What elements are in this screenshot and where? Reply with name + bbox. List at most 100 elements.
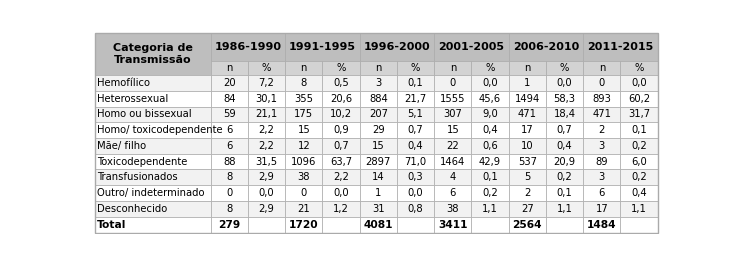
Bar (397, 201, 435, 217)
Text: 38: 38 (297, 172, 310, 182)
Text: 15: 15 (372, 141, 385, 151)
Text: 2564: 2564 (512, 220, 542, 230)
Bar (211, 169, 248, 185)
Bar (360, 169, 397, 185)
Text: n: n (226, 63, 233, 73)
Bar (435, 217, 471, 233)
Bar (211, 154, 248, 169)
Text: 2,2: 2,2 (333, 172, 349, 182)
Bar (546, 107, 584, 122)
Bar (95, 217, 211, 233)
Text: 31,7: 31,7 (628, 109, 650, 119)
Bar (211, 61, 248, 75)
Bar (248, 138, 286, 154)
Text: 0,3: 0,3 (408, 172, 424, 182)
Bar (95, 169, 211, 185)
Text: 8: 8 (226, 172, 233, 182)
Text: n: n (450, 63, 456, 73)
Bar (248, 154, 286, 169)
Text: 4: 4 (450, 172, 456, 182)
Bar (211, 122, 248, 138)
Text: 0,0: 0,0 (482, 78, 498, 88)
Text: 29: 29 (372, 125, 385, 135)
Bar (435, 107, 471, 122)
Bar (546, 75, 584, 91)
Text: Homo ou bissexual: Homo ou bissexual (97, 109, 192, 119)
Text: 307: 307 (443, 109, 462, 119)
Bar (95, 33, 211, 75)
Text: 6,0: 6,0 (631, 156, 647, 166)
Bar (546, 201, 584, 217)
Bar (286, 185, 322, 201)
Text: 10,2: 10,2 (330, 109, 352, 119)
Text: Categoria de
Transmissão: Categoria de Transmissão (113, 43, 192, 65)
Bar (509, 91, 546, 107)
Bar (95, 107, 211, 122)
Text: 8: 8 (301, 78, 307, 88)
Text: 30,1: 30,1 (255, 94, 277, 104)
Text: 45,6: 45,6 (479, 94, 501, 104)
Text: 0,1: 0,1 (482, 172, 498, 182)
Bar (435, 122, 471, 138)
Bar (95, 154, 211, 169)
Bar (322, 138, 360, 154)
Text: 1,1: 1,1 (556, 204, 573, 214)
Bar (584, 122, 620, 138)
Bar (435, 138, 471, 154)
Text: 7,2: 7,2 (258, 78, 275, 88)
Text: n: n (301, 63, 307, 73)
Text: 38: 38 (446, 204, 459, 214)
Text: 4081: 4081 (363, 220, 393, 230)
Bar (95, 201, 211, 217)
Text: 893: 893 (592, 94, 611, 104)
Text: 12: 12 (297, 141, 310, 151)
Text: Total: Total (97, 220, 126, 230)
Bar (211, 217, 248, 233)
Bar (248, 169, 286, 185)
Bar (620, 169, 658, 185)
Text: 15: 15 (297, 125, 310, 135)
Text: 5,1: 5,1 (407, 109, 424, 119)
Text: 1: 1 (375, 188, 382, 198)
Text: 42,9: 42,9 (479, 156, 501, 166)
Bar (435, 154, 471, 169)
Text: 60,2: 60,2 (628, 94, 650, 104)
Text: %: % (262, 63, 272, 73)
Text: 0: 0 (450, 78, 456, 88)
Text: 0,0: 0,0 (333, 188, 349, 198)
Text: 31: 31 (372, 204, 385, 214)
Bar (471, 201, 509, 217)
Bar (584, 138, 620, 154)
Bar (360, 107, 397, 122)
Text: 2,9: 2,9 (258, 172, 275, 182)
Bar (584, 75, 620, 91)
Text: 537: 537 (518, 156, 537, 166)
Text: %: % (411, 63, 421, 73)
Bar (95, 75, 211, 91)
Bar (584, 185, 620, 201)
Bar (509, 185, 546, 201)
Text: 1555: 1555 (440, 94, 465, 104)
Text: 1464: 1464 (440, 156, 465, 166)
Bar (211, 201, 248, 217)
Bar (435, 169, 471, 185)
Text: 471: 471 (518, 109, 537, 119)
Bar (546, 217, 584, 233)
Text: 0,7: 0,7 (407, 125, 424, 135)
Bar (360, 33, 435, 61)
Bar (248, 217, 286, 233)
Bar (620, 154, 658, 169)
Bar (360, 91, 397, 107)
Bar (322, 91, 360, 107)
Text: 355: 355 (294, 94, 313, 104)
Bar (248, 91, 286, 107)
Bar (360, 61, 397, 75)
Bar (211, 138, 248, 154)
Text: %: % (336, 63, 346, 73)
Text: 0,1: 0,1 (407, 78, 424, 88)
Text: 1,1: 1,1 (482, 204, 498, 214)
Text: 279: 279 (218, 220, 240, 230)
Bar (397, 91, 435, 107)
Text: 207: 207 (368, 109, 388, 119)
Bar (471, 154, 509, 169)
